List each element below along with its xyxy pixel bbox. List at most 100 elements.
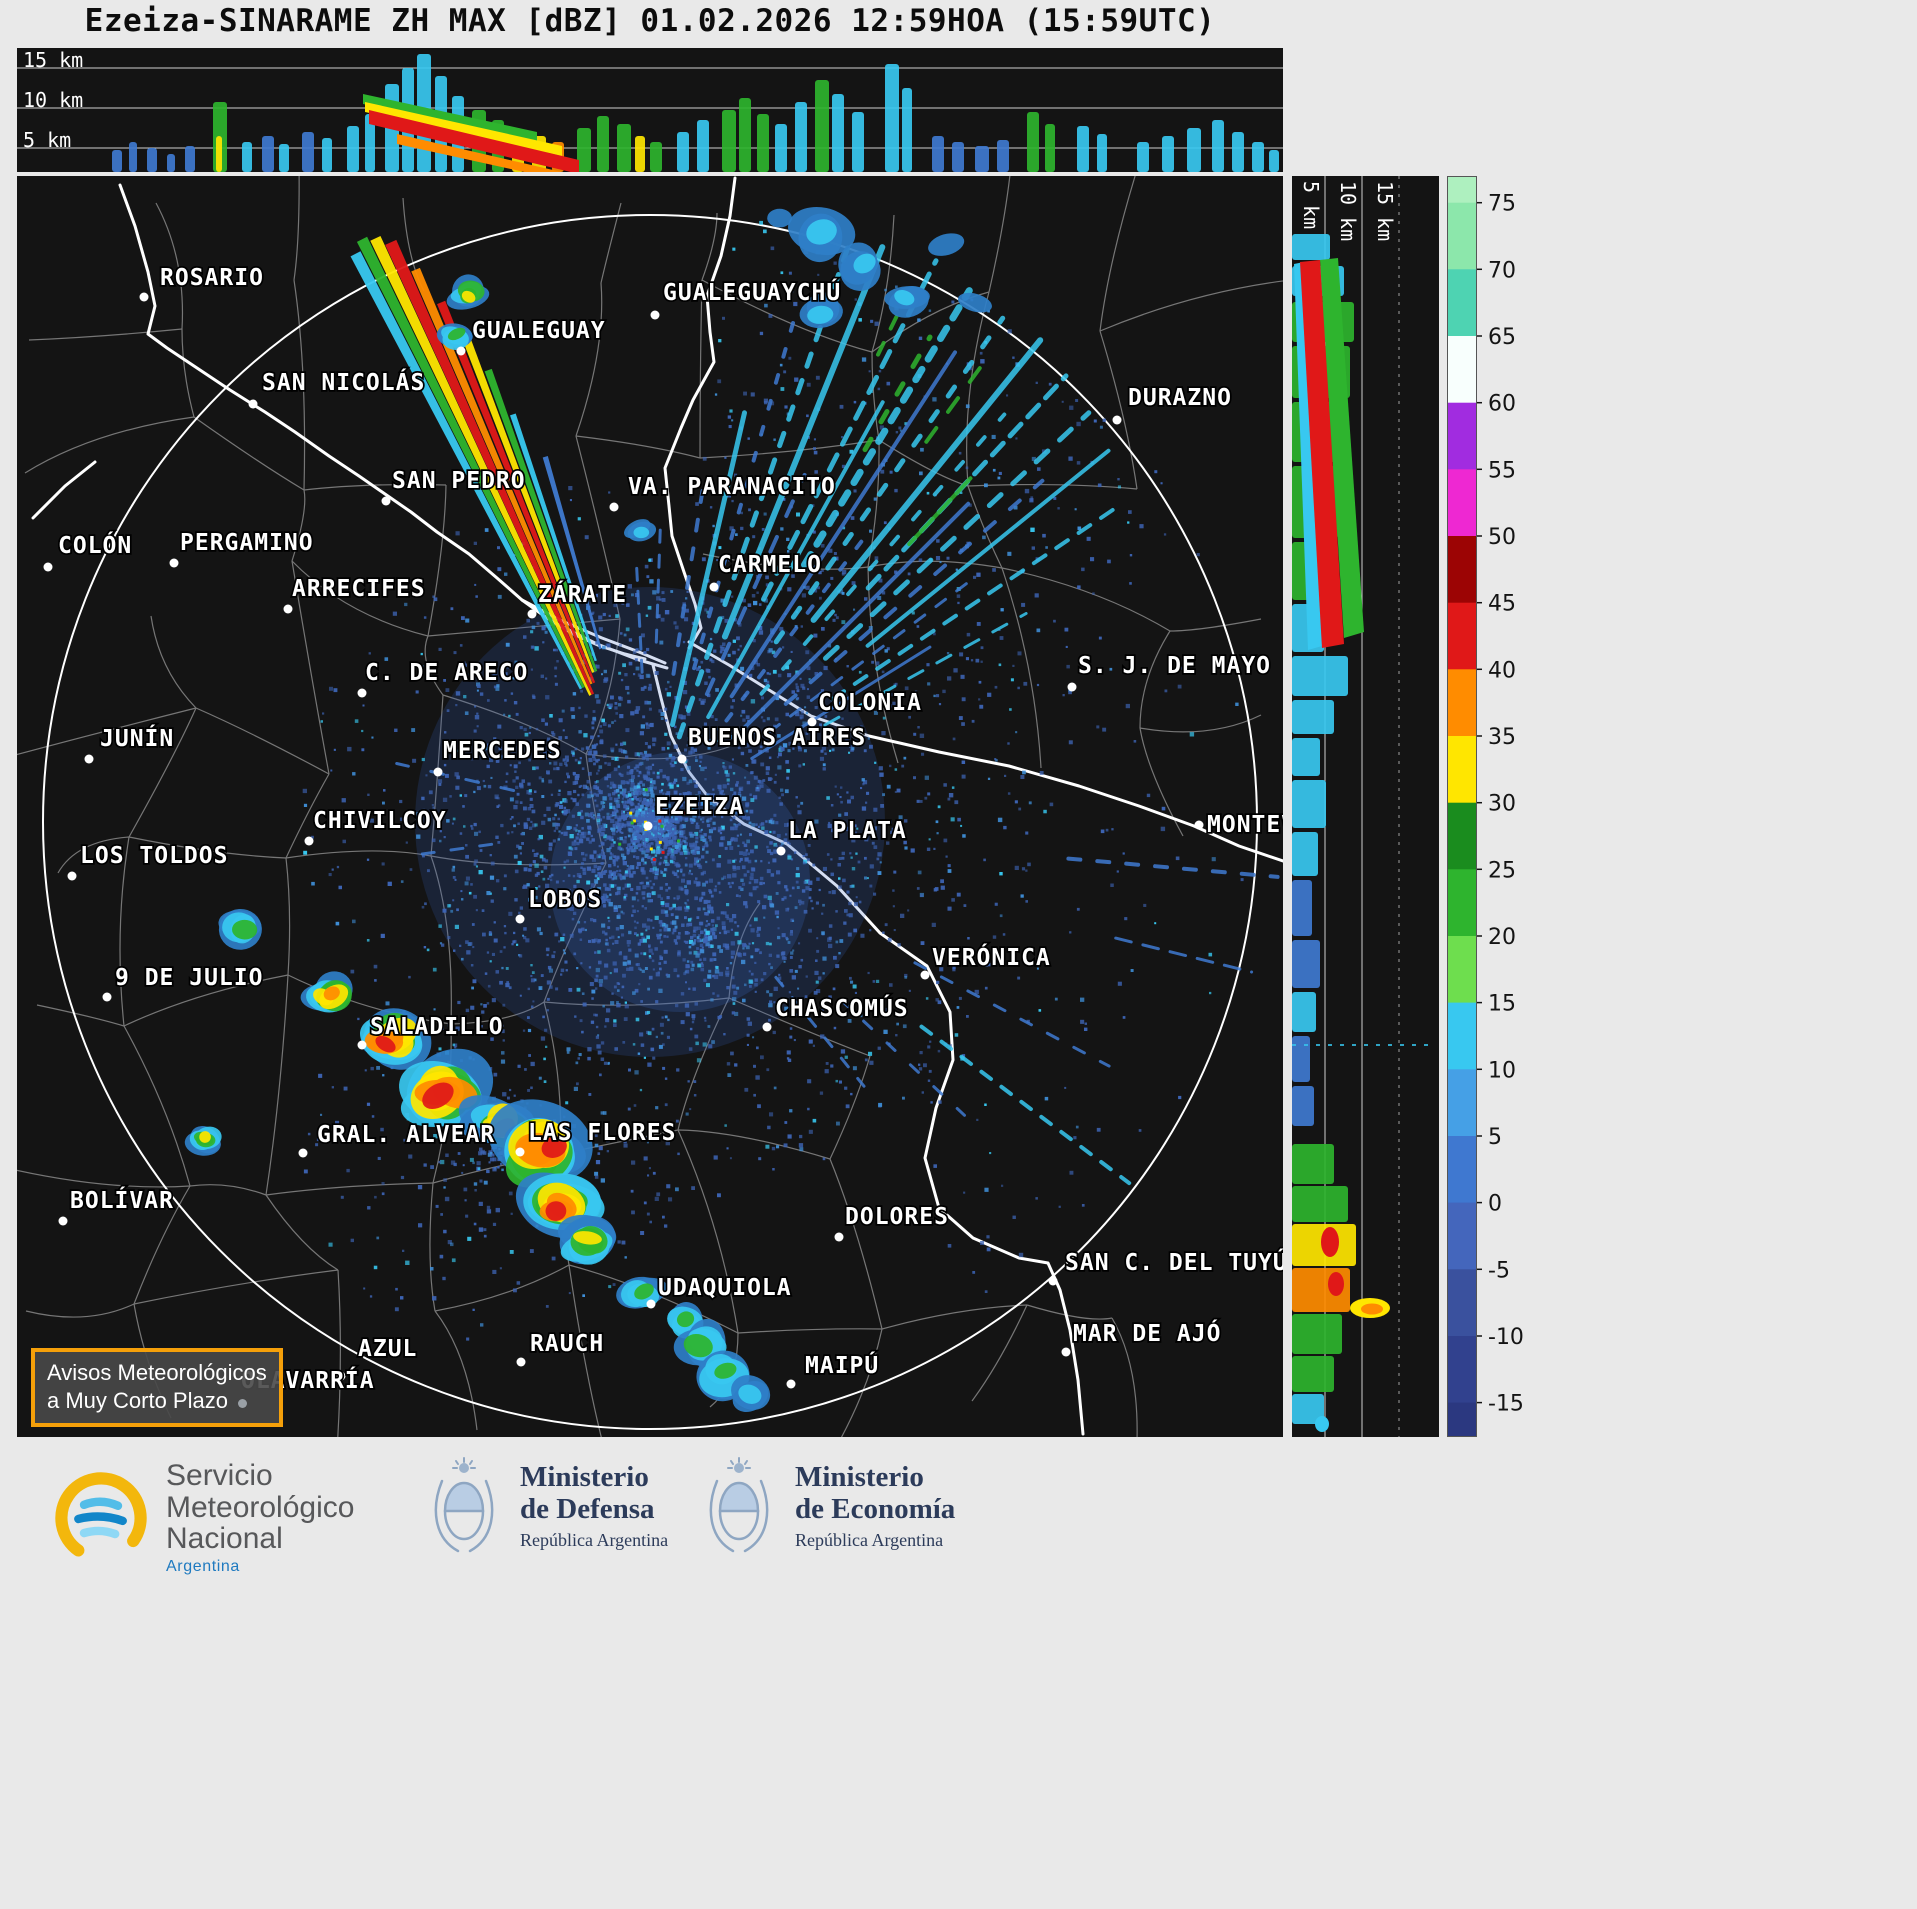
smn-text-servicio: Servicio [166, 1459, 273, 1492]
city-label: BOLÍVAR [70, 1186, 174, 1214]
colorbar-tick-label: 55 [1488, 458, 1516, 483]
colorbar-band [1447, 176, 1477, 204]
colorbar-band [1447, 1336, 1477, 1404]
city-marker [433, 767, 443, 777]
city-marker [139, 292, 149, 302]
city-label: CHIVILCOY [313, 808, 447, 834]
city-label: COLÓN [58, 531, 132, 559]
smn-text-nacional: Nacional [166, 1522, 283, 1555]
colorbar-band [1447, 336, 1477, 404]
city-label: MAR DE AJÓ [1073, 1319, 1221, 1347]
colorbar-band [1447, 269, 1477, 337]
altitude-label-right-15km: 15 km [1373, 181, 1397, 242]
city-marker [248, 399, 258, 409]
footer-logos: Servicio Meteorológico Nacional Argentin… [0, 1452, 1917, 1909]
colorbar-tick-label: -10 [1488, 1325, 1524, 1350]
colorbar-tick-label: 25 [1488, 858, 1516, 883]
colorbar-tick-label: -5 [1488, 1258, 1510, 1283]
colorbar-tick-label: 0 [1488, 1192, 1502, 1217]
city-marker [381, 496, 391, 506]
city-label: ROSARIO [160, 265, 264, 291]
altitude-label-5km: 5 km [23, 128, 72, 152]
economia-subtitle: República Argentina [795, 1530, 944, 1551]
city-label: 9 DE JULIO [115, 965, 263, 991]
colorbar-tick-label: 40 [1488, 658, 1516, 683]
coat-of-arms-icon [434, 1457, 494, 1553]
altitude-label-right-10km: 10 km [1336, 181, 1360, 242]
right-cross-section-echoes [1292, 234, 1432, 1432]
colorbar-tick-label: 15 [1488, 992, 1516, 1017]
city-label: VA. PARANACITO [628, 474, 836, 500]
colorbar-tick-label: 5 [1488, 1125, 1502, 1150]
city-marker [920, 970, 930, 980]
smn-logo-icon [55, 1472, 147, 1564]
altitude-label-10km: 10 km [23, 88, 84, 112]
city-marker [1194, 820, 1204, 830]
city-label: AZUL [358, 1336, 417, 1362]
city-marker [515, 914, 525, 924]
colorbar-band [1447, 536, 1477, 604]
colorbar-tick-label: 35 [1488, 725, 1516, 750]
colorbar-band [1447, 869, 1477, 937]
range-ring [42, 214, 1258, 1430]
warning-line-2: a Muy Corto Plazo [47, 1388, 228, 1414]
warning-line-1: Avisos Meteorológicos [47, 1359, 267, 1385]
ministerio-economia-logo: Ministerio de Economía República Argenti… [703, 1456, 955, 1556]
city-marker [1112, 415, 1122, 425]
short-term-warnings-button[interactable]: Avisos Meteorológicos a Muy Corto Plazo [31, 1347, 283, 1427]
colorbar-tick-label: 45 [1488, 592, 1516, 617]
coat-of-arms-icon [709, 1457, 769, 1553]
city-label: MAIPÚ [805, 1351, 879, 1379]
colorbar-tick-label: 30 [1488, 792, 1516, 817]
city-marker [1048, 1276, 1058, 1286]
city-marker [102, 992, 112, 1002]
city-marker [456, 346, 466, 356]
city-label: DURAZNO [1128, 385, 1232, 411]
top-cross-section-plot [17, 54, 1283, 172]
colorbar-tick-label: -15 [1488, 1392, 1524, 1417]
city-marker [84, 754, 94, 764]
defensa-line-2: de Defensa [520, 1493, 655, 1525]
city-label: SAN C. DEL TUYÚ [1065, 1248, 1283, 1276]
colorbar-band [1447, 1202, 1477, 1270]
city-label: JUNÍN [100, 724, 174, 752]
altitude-label-right-5km: 5 km [1299, 181, 1323, 230]
city-labels: ROSARIO GUALEGUAYCHÚ GUALEGUAY SAN NICOLÁS D… [43, 263, 1283, 1396]
city-label: EZEIZA [655, 794, 744, 820]
city-marker [298, 1148, 308, 1158]
warning-dot-icon [237, 1399, 247, 1409]
city-label: SALADILLO [370, 1014, 504, 1040]
right-cross-section-panel: 5 km 10 km 15 km [1292, 176, 1439, 1437]
city-label: ARRECIFES [292, 576, 426, 602]
storm-cells [184, 206, 992, 1413]
right-cross-section-plot [1292, 176, 1432, 1437]
colorbar-band [1447, 736, 1477, 804]
city-label: ZÁRATE [538, 580, 627, 608]
colorbar-band [1447, 1269, 1477, 1337]
colorbar-band [1447, 802, 1477, 870]
city-marker [283, 604, 293, 614]
top-cross-section-echoes [112, 54, 1279, 172]
city-label: VERÓNICA [932, 943, 1051, 971]
colorbar-tick-label: 10 [1488, 1058, 1516, 1083]
colorbar: 75 70 65 60 55 50 45 40 35 30 25 20 15 10 5 0 -5 -10 -15 [1447, 176, 1557, 1437]
city-label: BUENOS AIRES [688, 725, 866, 751]
colorbar-band [1447, 936, 1477, 1004]
radar-interference-beam [350, 236, 602, 696]
colorbar-tick-label: 60 [1488, 392, 1516, 417]
city-marker [677, 754, 687, 764]
city-label: SAN PEDRO [392, 468, 526, 494]
city-label: PERGAMINO [180, 530, 314, 556]
city-marker [357, 688, 367, 698]
colorbar-band [1447, 202, 1477, 270]
city-marker [516, 1357, 526, 1367]
colorbar-tick-label: 70 [1488, 258, 1516, 283]
colorbar-band [1447, 469, 1477, 537]
colorbar-tick-label: 20 [1488, 925, 1516, 950]
city-label: SAN NICOLÁS [262, 368, 425, 396]
top-cross-section-panel: 15 km 10 km 5 km [17, 48, 1283, 172]
smn-logo: Servicio Meteorológico Nacional Argentin… [52, 1460, 354, 1576]
page-title: Ezeiza-SINARAME ZH MAX [dBZ] 01.02.2026 … [84, 3, 1216, 39]
defensa-line-1: Ministerio [520, 1460, 649, 1493]
